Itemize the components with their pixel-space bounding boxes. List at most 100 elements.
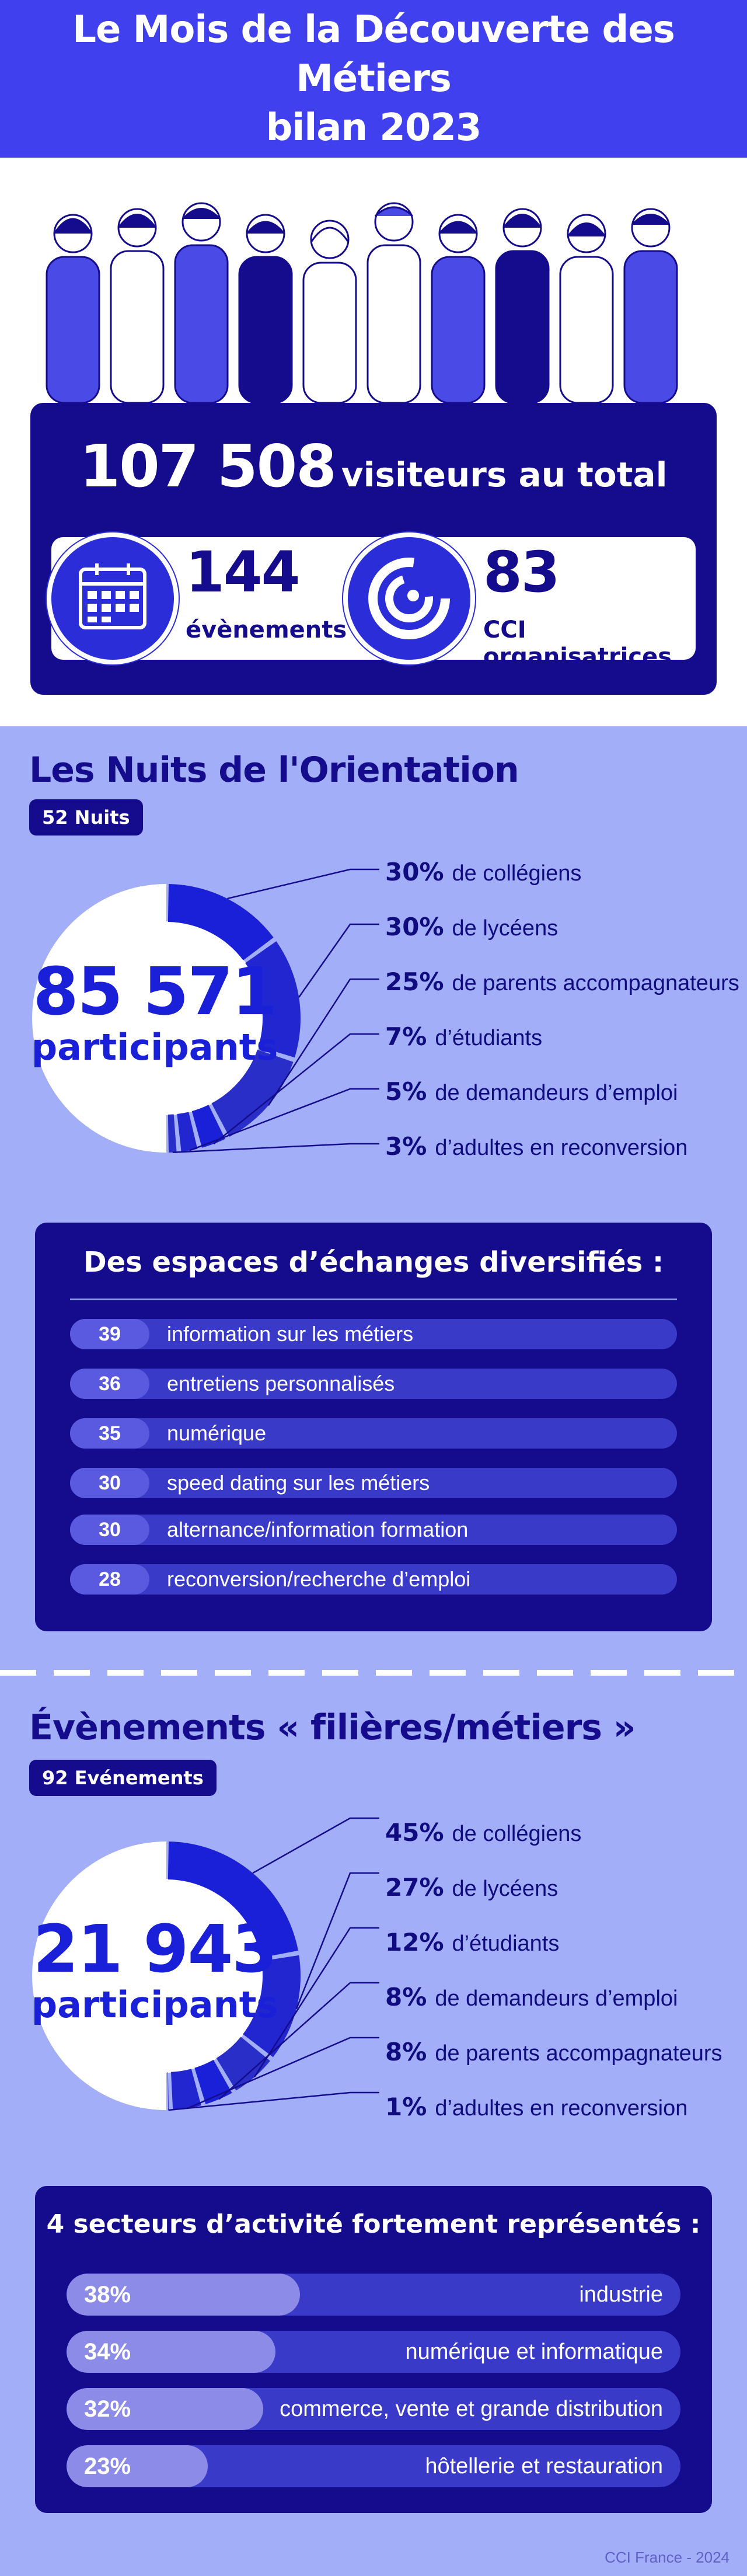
page-title: Le Mois de la Découverte des Métiers <box>72 8 675 100</box>
visitors-total: 107 508 visiteurs au total <box>30 432 717 500</box>
legend-label: de parents accompagnateurs <box>452 971 739 995</box>
space-count: 30 <box>70 1515 149 1545</box>
filieres-section: Évènements « filières/métiers » 92 Evéne… <box>0 1678 747 2576</box>
leader-line <box>218 1982 379 2100</box>
legend-label: d’adultes en reconversion <box>435 2096 688 2121</box>
sector-label: industrie <box>579 2282 663 2307</box>
nuits-title: Les Nuits de l'Orientation <box>29 750 519 791</box>
legend-item: 8% de demandeurs d’emploi <box>385 1983 678 2011</box>
legend-percent: 12% <box>385 1928 444 1957</box>
space-row: 28 reconversion/recherche d’emploi <box>70 1564 677 1595</box>
filieres-donut-chart <box>32 1842 301 2110</box>
filieres-leader-lines <box>168 1817 379 2111</box>
calendar-icon <box>47 532 179 664</box>
space-label: reconversion/recherche d’emploi <box>167 1567 471 1591</box>
nuits-total-number: 85 571 <box>33 954 278 1030</box>
donut-segment <box>191 1105 225 1148</box>
nuits-leader-lines <box>172 868 379 1153</box>
leader-line <box>253 1927 379 2078</box>
legend-label: de demandeurs d’emploi <box>435 1081 678 1105</box>
legend-percent: 30% <box>385 913 444 941</box>
donut-segment <box>216 2037 270 2091</box>
legend-label: de demandeurs d’emploi <box>435 1986 678 2011</box>
leader-line <box>187 2037 379 2109</box>
donut-segment <box>243 1955 301 2058</box>
page-subtitle: bilan 2023 <box>266 106 482 149</box>
legend-label: de lycéens <box>452 1877 558 1901</box>
legend-label: de collégiens <box>452 1822 582 1846</box>
donut-segment <box>167 1114 177 1153</box>
legend-label: d’adultes en reconversion <box>435 1136 688 1160</box>
legend-item: 3% d’adultes en reconversion <box>385 1132 687 1161</box>
leader-line <box>189 1088 379 1151</box>
sector-bar-fill <box>67 2445 208 2487</box>
sectors-panel: 4 secteurs d’activité fortement représen… <box>35 2186 712 2513</box>
nuits-total: 85 571 participants <box>18 957 292 1068</box>
space-row: 39 information sur les métiers <box>70 1319 677 1349</box>
donut-segment <box>167 884 274 960</box>
legend-label: d’étudiants <box>452 1931 560 1956</box>
sectors-title: 4 secteurs d’activité fortement représen… <box>46 2209 701 2239</box>
spaces-divider <box>70 1299 677 1300</box>
sector-bar: 32% commerce, vente et grande distributio… <box>67 2388 680 2430</box>
filieres-title: Évènements « filières/métiers » <box>29 1707 636 1748</box>
events-label: évènements <box>186 617 347 643</box>
filieres-total-label: participants <box>31 1983 278 2026</box>
legend-item: 25% de parents accompagnateurs <box>385 967 739 996</box>
sector-percent: 32% <box>84 2396 131 2422</box>
legend-item: 1% d’adultes en reconversion <box>385 2093 687 2121</box>
cci-label: CCI organisatrices <box>483 617 672 670</box>
space-label: speed dating sur les métiers <box>167 1471 430 1495</box>
nuits-donut-chart <box>32 884 301 1153</box>
legend-label: d’étudiants <box>435 1026 543 1050</box>
sector-bar: 23% hôtellerie et restauration <box>67 2445 680 2487</box>
leader-line <box>227 868 379 900</box>
space-count: 30 <box>70 1468 149 1498</box>
sector-percent: 23% <box>84 2453 131 2479</box>
legend-percent: 30% <box>385 858 444 886</box>
leader-line <box>252 1817 379 1874</box>
leader-line <box>295 1872 379 2010</box>
filieres-badge: 92 Evénements <box>29 1760 217 1796</box>
space-row: 35 numérique <box>70 1418 677 1449</box>
spaces-title: Des espaces d’échanges diversifiés : <box>83 1246 664 1279</box>
overview-section: 107 508 visiteurs au total 144 évènements <box>0 158 747 726</box>
space-row: 30 alternance/information formation <box>70 1515 677 1545</box>
sector-label: commerce, vente et grande distribution <box>280 2397 663 2421</box>
donut-segment <box>245 941 301 1058</box>
leader-line <box>267 978 379 1106</box>
space-label: numérique <box>167 1421 267 1445</box>
space-row: 36 entretiens personnalisés <box>70 1369 677 1399</box>
legend-item: 30% de lycéens <box>385 913 558 941</box>
donut-center <box>69 921 263 1115</box>
cci-logo-icon <box>343 532 475 664</box>
legend-percent: 8% <box>385 2038 427 2066</box>
legend-item: 5% de demandeurs d’emploi <box>385 1077 678 1106</box>
visitors-number: 107 508 <box>79 432 337 500</box>
sector-label: hôtellerie et restauration <box>425 2454 663 2478</box>
space-count: 39 <box>70 1319 149 1349</box>
sector-bar: 38% industrie <box>67 2274 680 2316</box>
sector-bar-fill <box>67 2274 300 2316</box>
donut-segment <box>211 1049 294 1137</box>
legend-item: 8% de parents accompagnateurs <box>385 2038 722 2066</box>
filieres-total: 21 943 participants <box>18 1914 292 2025</box>
legend-item: 7% d’étudiants <box>385 1022 542 1051</box>
nuits-badge: 52 Nuits <box>29 799 143 836</box>
spaces-panel: Des espaces d’échanges diversifiés : 39 i… <box>35 1223 712 1631</box>
legend-percent: 45% <box>385 1818 444 1847</box>
legend-percent: 5% <box>385 1077 427 1106</box>
space-label: alternance/information formation <box>167 1517 469 1541</box>
space-label: information sur les métiers <box>167 1322 414 1346</box>
cci-count: 83 <box>483 539 560 605</box>
legend-label: de parents accompagnateurs <box>435 2041 722 2066</box>
space-count: 36 <box>70 1369 149 1399</box>
sector-percent: 38% <box>84 2282 131 2307</box>
legend-percent: 27% <box>385 1873 444 1902</box>
sector-label: numérique et informatique <box>405 2340 663 2364</box>
leader-line <box>213 1033 379 1145</box>
visitors-label: visiteurs au total <box>341 455 668 495</box>
section-divider <box>0 1670 747 1676</box>
visitors-panel: 107 508 visiteurs au total 144 évènements <box>30 403 717 695</box>
legend-percent: 8% <box>385 1983 427 2011</box>
